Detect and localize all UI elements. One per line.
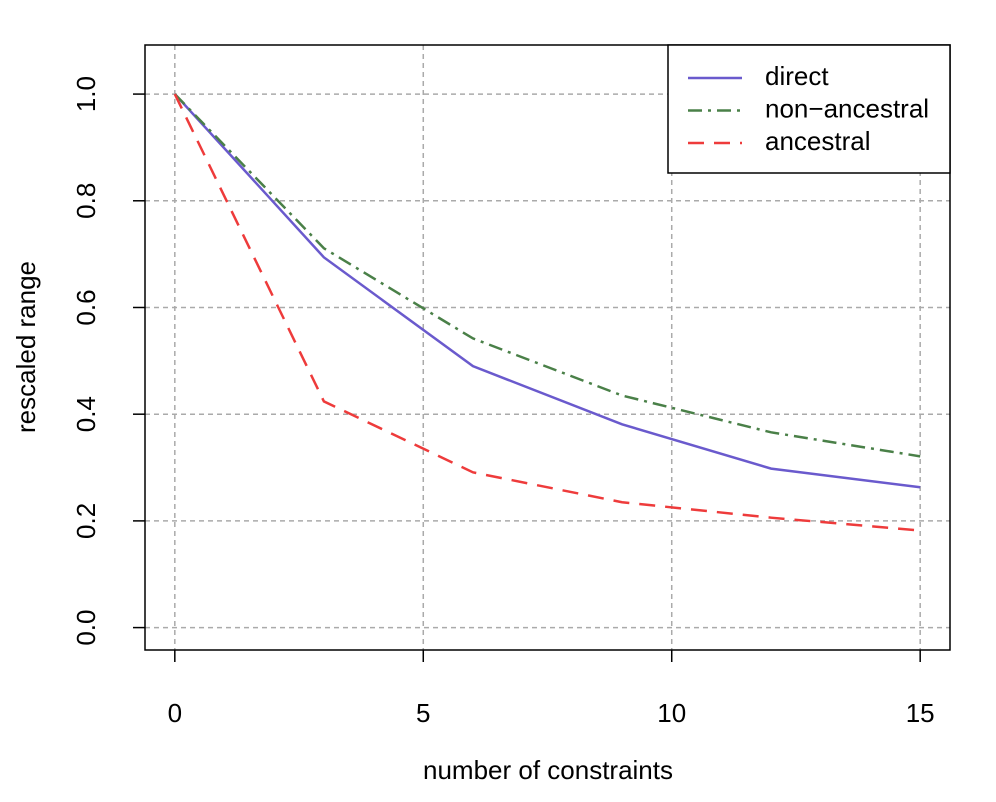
y-tick-label: 0.4 (71, 396, 101, 432)
y-tick-label: 0.8 (71, 183, 101, 219)
x-tick-label: 5 (416, 698, 430, 728)
y-tick-label: 0.2 (71, 503, 101, 539)
y-tick-label: 0.0 (71, 610, 101, 646)
series-line (173, 93, 921, 532)
y-axis-label: rescaled range (11, 261, 41, 433)
legend-label: non−ancestral (765, 93, 929, 123)
legend-label: ancestral (765, 126, 871, 156)
legend-box (667, 44, 951, 174)
plot-frame (144, 44, 951, 651)
x-tick-label: 15 (906, 698, 935, 728)
series-line (173, 93, 921, 458)
legend-label: direct (765, 61, 829, 91)
y-tick-label: 1.0 (71, 76, 101, 112)
y-tick-label: 0.6 (71, 289, 101, 325)
x-tick-label: 10 (657, 698, 686, 728)
series-line (173, 93, 921, 489)
x-tick-label: 0 (168, 698, 182, 728)
x-axis-label: number of constraints (423, 755, 673, 785)
